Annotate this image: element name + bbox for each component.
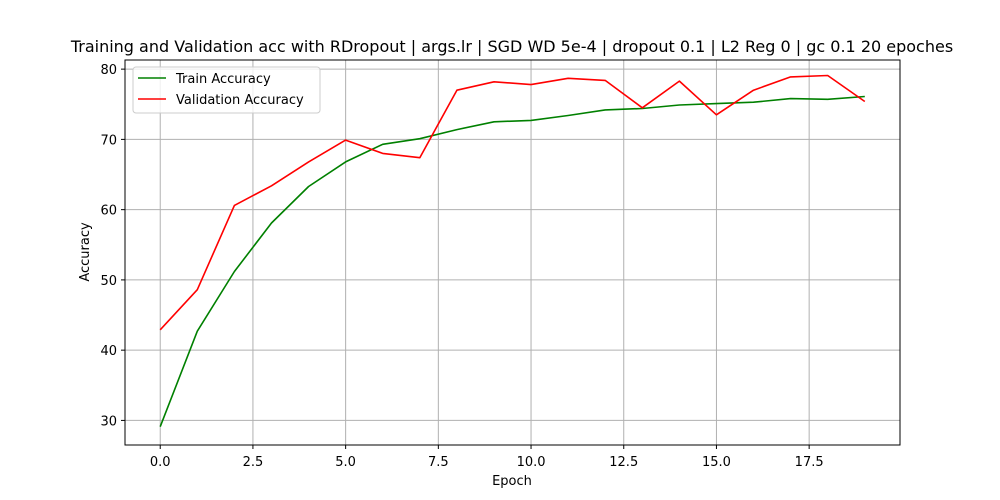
y-tick-label: 80 [100, 63, 117, 78]
y-tick-label: 30 [100, 414, 117, 429]
series-line-1 [159, 74, 866, 331]
plot-frame [124, 59, 901, 446]
x-tick-label: 7.5 [428, 455, 449, 470]
x-tick-label: 2.5 [243, 455, 264, 470]
x-tick-label: 12.5 [609, 455, 638, 470]
series-lines [159, 74, 866, 427]
x-tick-label: 5.0 [335, 455, 356, 470]
legend: Train Accuracy Validation Accuracy [132, 66, 321, 114]
legend-box [132, 66, 321, 114]
legend-label: Train Accuracy [175, 72, 271, 87]
x-tick-label: 0.0 [150, 455, 171, 470]
y-tick-label: 70 [100, 133, 117, 148]
y-axis-label: Accuracy [78, 222, 93, 282]
y-tick-label: 40 [100, 344, 117, 359]
y-tick-label: 50 [100, 274, 117, 289]
series-line-0 [159, 95, 865, 427]
chart-title: Training and Validation acc with RDropou… [70, 37, 953, 56]
x-tick-label: 10.0 [517, 455, 546, 470]
x-axis-ticks: 0.0 2.5 5.0 7.5 10.0 12.5 15.0 17.5 [150, 445, 824, 470]
legend-label: Validation Accuracy [176, 93, 304, 108]
x-axis-label: Epoch [492, 474, 532, 489]
y-tick-label: 60 [100, 204, 117, 219]
x-tick-label: 15.0 [702, 455, 731, 470]
grid-lines [125, 60, 900, 445]
y-axis-ticks: 30 40 50 60 70 80 [100, 63, 125, 429]
x-tick-label: 17.5 [795, 455, 824, 470]
